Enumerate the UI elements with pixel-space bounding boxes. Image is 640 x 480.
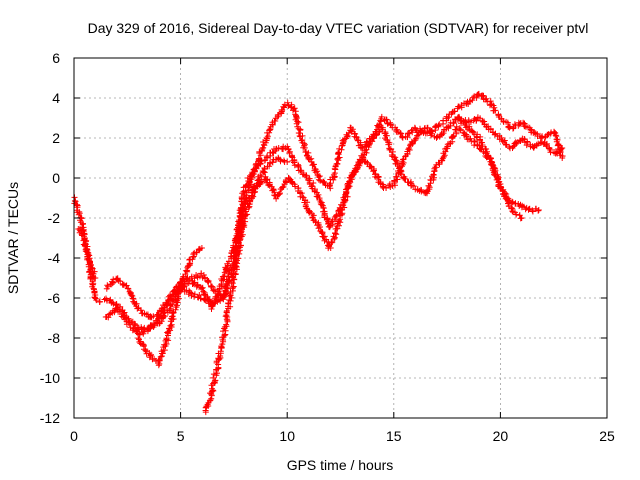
plus-markers bbox=[102, 123, 525, 338]
plus-markers bbox=[75, 225, 99, 282]
plot-frame bbox=[73, 57, 608, 419]
x-tick-label: 5 bbox=[177, 428, 185, 444]
x-tick-label: 0 bbox=[70, 428, 78, 444]
y-tick-label: 0 bbox=[52, 170, 60, 186]
series-track-6 bbox=[135, 245, 205, 369]
x-axis-label: GPS time / hours bbox=[287, 457, 394, 473]
plus-markers bbox=[135, 245, 205, 369]
x-tick-label: 10 bbox=[279, 428, 295, 444]
series-track-4 bbox=[103, 113, 566, 321]
y-tick-label: -12 bbox=[40, 410, 60, 426]
plus-markers bbox=[454, 114, 542, 215]
x-tick-label: 25 bbox=[599, 428, 615, 444]
y-tick-label: 2 bbox=[52, 130, 60, 146]
x-tick-label: 15 bbox=[386, 428, 402, 444]
plus-markers bbox=[103, 113, 566, 321]
axis-ticks: 0 5 10 15 20 25 -12 -10 -8 -6 -4 -2 0 2 4 6 bbox=[40, 50, 615, 444]
y-tick-label: -6 bbox=[48, 290, 61, 306]
chart-title: Day 329 of 2016, Sidereal Day-to-day VTE… bbox=[88, 20, 589, 36]
y-tick-label: 6 bbox=[52, 50, 60, 66]
series-track-5 bbox=[102, 123, 525, 338]
y-tick-label: -8 bbox=[48, 330, 61, 346]
y-tick-label: -10 bbox=[40, 370, 60, 386]
y-tick-label: 4 bbox=[52, 90, 60, 106]
y-tick-label: -4 bbox=[48, 250, 61, 266]
plus-markers bbox=[202, 154, 291, 416]
series-track-2 bbox=[75, 225, 99, 282]
y-tick-label: -2 bbox=[48, 210, 61, 226]
series-track-7 bbox=[202, 154, 291, 416]
series-track-8 bbox=[454, 114, 542, 215]
data-points bbox=[71, 90, 566, 416]
y-axis-label: SDTVAR / TECUs bbox=[5, 182, 21, 294]
x-tick-label: 20 bbox=[493, 428, 509, 444]
grid bbox=[74, 58, 607, 418]
